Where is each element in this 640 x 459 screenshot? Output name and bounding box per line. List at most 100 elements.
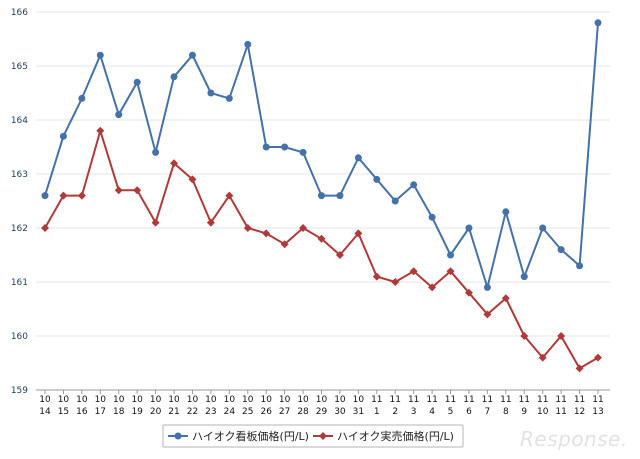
- x-tick-month-15: 10: [316, 395, 328, 405]
- point-s0-24: [483, 283, 491, 291]
- x-tick-day-20: 3: [411, 407, 417, 417]
- x-tick-day-8: 22: [187, 407, 198, 417]
- point-s0-12: [262, 143, 270, 151]
- point-s0-2: [78, 94, 86, 102]
- point-s1-9: [206, 218, 215, 227]
- point-s0-28: [557, 246, 565, 254]
- x-tick-month-11: 10: [242, 395, 254, 405]
- series-line-0: [44, 22, 599, 289]
- x-tick-month-28: 11: [555, 395, 566, 405]
- response-watermark: Response.: [520, 427, 628, 451]
- x-tick-month-21: 11: [426, 395, 437, 405]
- x-tick-day-21: 4: [429, 407, 435, 417]
- x-tick-day-28: 11: [555, 407, 566, 417]
- x-tick-month-4: 10: [113, 395, 125, 405]
- x-tick-month-25: 11: [500, 395, 511, 405]
- point-s1-24: [483, 310, 492, 319]
- legend-label-signboard: ハイオク看板価格(円/L): [192, 429, 309, 443]
- y-tick-159: 159: [11, 386, 28, 396]
- point-s0-4: [115, 111, 123, 119]
- x-tick-month-22: 11: [445, 395, 456, 405]
- point-s0-11: [244, 40, 252, 48]
- point-s0-16: [336, 192, 344, 200]
- point-s1-6: [151, 218, 160, 227]
- y-tick-165: 165: [11, 62, 28, 72]
- point-s0-9: [207, 89, 215, 97]
- point-s1-25: [501, 294, 510, 303]
- point-s0-0: [41, 192, 49, 200]
- legend-marker-signboard: [174, 432, 182, 440]
- y-tick-161: 161: [11, 278, 28, 288]
- point-s1-4: [114, 186, 123, 195]
- y-tick-164: 164: [11, 116, 28, 126]
- point-s1-16: [335, 251, 344, 259]
- x-tick-day-11: 25: [242, 407, 253, 417]
- point-s1-27: [538, 353, 547, 362]
- point-s0-8: [188, 51, 196, 59]
- x-tick-day-5: 19: [131, 407, 143, 417]
- point-s1-15: [317, 234, 326, 243]
- point-s0-5: [133, 78, 141, 86]
- x-tick-day-14: 28: [297, 407, 309, 417]
- point-s0-25: [502, 208, 510, 216]
- x-tick-day-12: 26: [260, 407, 272, 417]
- legend-label-actual: ハイオク実売価格(円/L): [337, 429, 454, 443]
- x-tick-day-2: 16: [76, 407, 88, 417]
- y-tick-labels: 159 160 161 162 163 164 165 166: [11, 8, 28, 396]
- x-tick-month-6: 10: [150, 395, 162, 405]
- point-s1-7: [170, 159, 179, 168]
- series-markers: [41, 19, 602, 373]
- point-s1-20: [409, 267, 418, 276]
- point-s0-21: [428, 213, 436, 221]
- x-tick-day-16: 30: [334, 407, 346, 417]
- x-tick-day-19: 2: [392, 407, 398, 417]
- point-s1-2: [77, 191, 86, 200]
- point-s1-30: [594, 353, 602, 362]
- x-tick-day-13: 27: [279, 407, 290, 417]
- point-s1-17: [354, 229, 363, 238]
- y-tick-166: 166: [11, 8, 28, 18]
- x-tick-month-23: 11: [463, 395, 474, 405]
- x-tick-day-29: 12: [574, 407, 585, 417]
- x-tick-labels: 1014101510161017101810191020102110221023…: [39, 395, 603, 417]
- point-s0-29: [576, 262, 584, 270]
- point-s0-3: [96, 51, 104, 59]
- x-tick-month-5: 10: [131, 395, 143, 405]
- x-tick-month-13: 10: [279, 395, 291, 405]
- x-tick-day-4: 18: [113, 407, 125, 417]
- x-tick-month-17: 10: [353, 395, 365, 405]
- point-s1-11: [243, 224, 252, 232]
- x-tick-day-24: 7: [485, 407, 491, 417]
- axes: [36, 389, 610, 394]
- point-s1-19: [391, 278, 400, 286]
- point-s0-22: [447, 251, 455, 259]
- legend-marker-actual: [319, 432, 327, 440]
- point-s1-26: [520, 332, 529, 340]
- x-tick-month-16: 10: [334, 395, 346, 405]
- x-tick-month-29: 11: [574, 395, 585, 405]
- x-tick-month-24: 11: [482, 395, 493, 405]
- x-tick-month-30: 11: [592, 395, 603, 405]
- x-tick-month-7: 10: [168, 395, 180, 405]
- x-tick-day-30: 13: [592, 407, 603, 417]
- x-tick-day-18: 1: [374, 407, 380, 417]
- point-s1-1: [59, 191, 68, 200]
- point-s1-3: [96, 126, 105, 135]
- x-tick-day-3: 17: [95, 407, 106, 417]
- x-tick-month-10: 10: [224, 395, 236, 405]
- point-s0-1: [59, 132, 67, 140]
- x-tick-day-9: 23: [205, 407, 216, 417]
- point-s1-12: [262, 229, 271, 238]
- x-tick-month-20: 11: [408, 395, 419, 405]
- x-tick-month-0: 10: [39, 395, 51, 405]
- x-tick-month-9: 10: [205, 395, 217, 405]
- point-s1-29: [575, 364, 584, 373]
- x-tick-day-26: 9: [521, 407, 527, 417]
- x-tick-month-18: 11: [371, 395, 382, 405]
- point-s1-28: [557, 332, 566, 340]
- x-tick-month-26: 11: [519, 395, 530, 405]
- point-s0-13: [281, 143, 289, 151]
- legend: ハイオク看板価格(円/L) ハイオク実売価格(円/L): [162, 424, 464, 448]
- x-tick-month-2: 10: [76, 395, 88, 405]
